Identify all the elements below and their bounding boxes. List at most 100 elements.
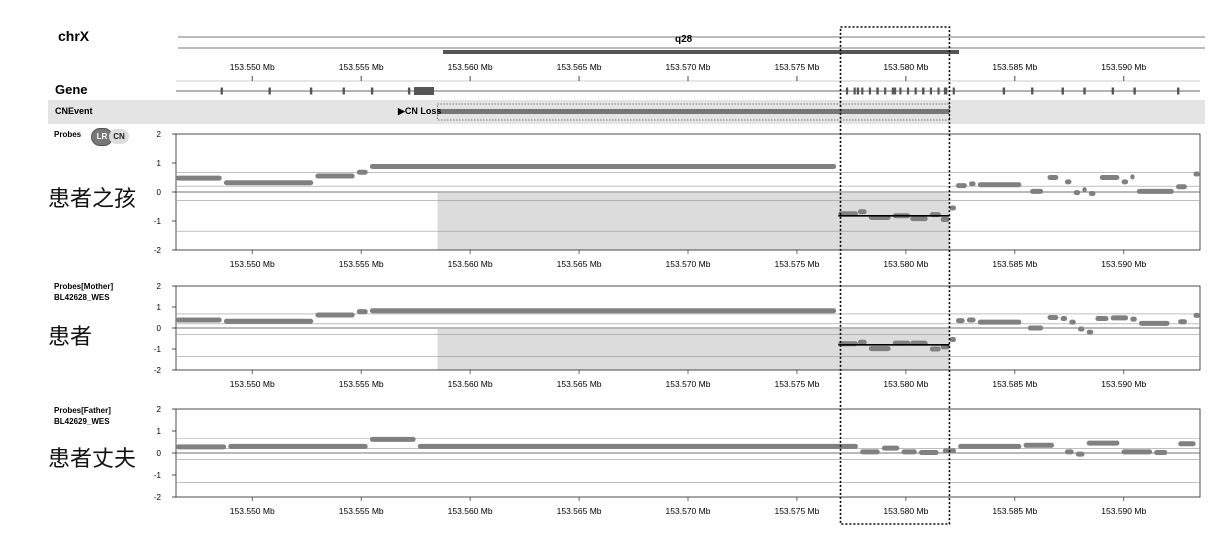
gene-exon	[268, 87, 271, 95]
y-axis-tick-label: 1	[157, 427, 162, 436]
probe-segment	[369, 308, 837, 314]
gene-exon	[929, 87, 933, 95]
probe-segment	[1154, 450, 1168, 456]
probe-segment	[918, 450, 939, 456]
gene-exon	[1061, 87, 1064, 95]
y-axis-tick-label: -2	[154, 246, 162, 255]
y-axis-tick-label: -1	[154, 471, 162, 480]
mother-track-label: Probes[Mother] BL42628_WES	[54, 281, 113, 303]
probe-segment	[369, 436, 416, 442]
mother-track-name: Probes[Mother]	[54, 282, 114, 291]
probe-segment	[1086, 440, 1120, 446]
top-axis-tick-label: 153.590 Mb	[1101, 62, 1146, 72]
y-axis-tick-label: 2	[157, 282, 162, 291]
probe-segment	[356, 169, 368, 175]
gene-exon	[845, 87, 849, 95]
probe-segment	[228, 443, 368, 449]
probe-segment	[1047, 315, 1059, 320]
cn-toggle-button[interactable]: CN	[109, 129, 129, 144]
y-axis-tick-label: -2	[154, 493, 162, 502]
probe-segment	[1030, 188, 1044, 194]
probe-segment	[955, 183, 967, 189]
gene-exon	[952, 87, 955, 95]
probe-segment	[315, 173, 355, 179]
gene-exon-block	[414, 87, 434, 95]
x-axis-tick-label: 153.560 Mb	[448, 259, 493, 269]
probe-segment	[955, 318, 965, 324]
probe-segment	[860, 449, 880, 455]
probes-track-label: Probes	[54, 130, 82, 139]
gene-exon	[891, 87, 894, 95]
probe-segment	[1069, 319, 1076, 325]
father-track-name: Probes[Father]	[54, 406, 111, 415]
y-axis-tick-label: 1	[157, 159, 162, 168]
gene-exon	[861, 87, 864, 95]
probe-segment	[1121, 179, 1129, 185]
mother-sample-id: BL42628_WES	[54, 293, 110, 302]
x-axis-tick-label: 153.590 Mb	[1101, 506, 1146, 516]
y-axis-tick-label: -1	[154, 217, 162, 226]
gene-exon	[868, 87, 872, 95]
gene-exon	[220, 87, 223, 95]
x-axis-tick-label: 153.575 Mb	[774, 259, 819, 269]
y-axis-tick-label: 1	[157, 303, 162, 312]
probe-segment	[1193, 171, 1200, 177]
annotation-patient: 患者	[48, 325, 93, 350]
annotation-child: 患者之孩	[48, 187, 137, 212]
gene-exon	[407, 87, 411, 95]
probe-segment	[910, 216, 928, 222]
probe-segment	[1178, 319, 1187, 325]
probe-segment	[868, 346, 891, 352]
probe-segment	[176, 175, 222, 181]
x-axis-tick-label: 153.565 Mb	[557, 259, 602, 269]
cnevent-track-label: CNEvent	[55, 106, 93, 116]
chromosome-label: chrX	[58, 28, 90, 44]
father-sample-id: BL42629_WES	[54, 417, 110, 426]
gene-exon	[1133, 87, 1136, 95]
probe-segment	[1138, 320, 1170, 326]
x-axis-tick-label: 153.590 Mb	[1101, 259, 1146, 269]
probe-segment	[1136, 188, 1174, 194]
probe-segment	[977, 319, 1022, 325]
x-axis-tick-label: 153.570 Mb	[666, 259, 711, 269]
cn-loss-label[interactable]: ▶CN Loss	[398, 106, 442, 116]
x-axis-tick-label: 153.580 Mb	[883, 506, 928, 516]
gene-exon	[309, 87, 313, 95]
gene-exon	[853, 87, 856, 95]
probe-segment	[881, 445, 900, 451]
x-axis-tick-label: 153.560 Mb	[448, 506, 493, 516]
x-axis-tick-label: 153.575 Mb	[774, 379, 819, 389]
x-axis-tick-label: 153.580 Mb	[883, 259, 928, 269]
top-axis-tick-label: 153.575 Mb	[774, 62, 819, 72]
probe-segment	[857, 339, 867, 345]
y-axis-tick-label: -2	[154, 366, 162, 375]
probe-segment	[949, 337, 956, 343]
gene-exon	[899, 87, 902, 95]
x-axis-tick-label: 153.580 Mb	[883, 379, 928, 389]
probe-segment	[1130, 174, 1135, 180]
x-axis-tick-label: 153.555 Mb	[339, 506, 384, 516]
top-axis-tick-label: 153.580 Mb	[883, 62, 928, 72]
x-axis-tick-label: 153.585 Mb	[992, 379, 1037, 389]
x-axis-tick-label: 153.585 Mb	[992, 506, 1037, 516]
highlight-region-box	[839, 26, 951, 525]
y-axis-tick-label: 2	[157, 130, 162, 139]
probe-segment	[1060, 316, 1068, 322]
x-axis-tick-label: 153.555 Mb	[339, 259, 384, 269]
band-label: q28	[675, 34, 693, 45]
gene-exon	[937, 87, 940, 95]
lr-toggle-button[interactable]: LR	[91, 128, 113, 146]
x-axis-tick-label: 153.550 Mb	[230, 259, 275, 269]
band-q28-bar	[443, 50, 959, 54]
probe-segment	[949, 205, 956, 211]
gene-exon	[922, 87, 925, 95]
probe-segment	[1047, 175, 1059, 180]
gene-exon	[1031, 87, 1034, 95]
father-track-label: Probes[Father] BL42629_WES	[54, 405, 111, 427]
gene-exon	[945, 87, 948, 95]
probe-segment	[1178, 441, 1196, 447]
top-axis-tick-label: 153.550 Mb	[230, 62, 275, 72]
probe-segment	[1023, 442, 1055, 448]
